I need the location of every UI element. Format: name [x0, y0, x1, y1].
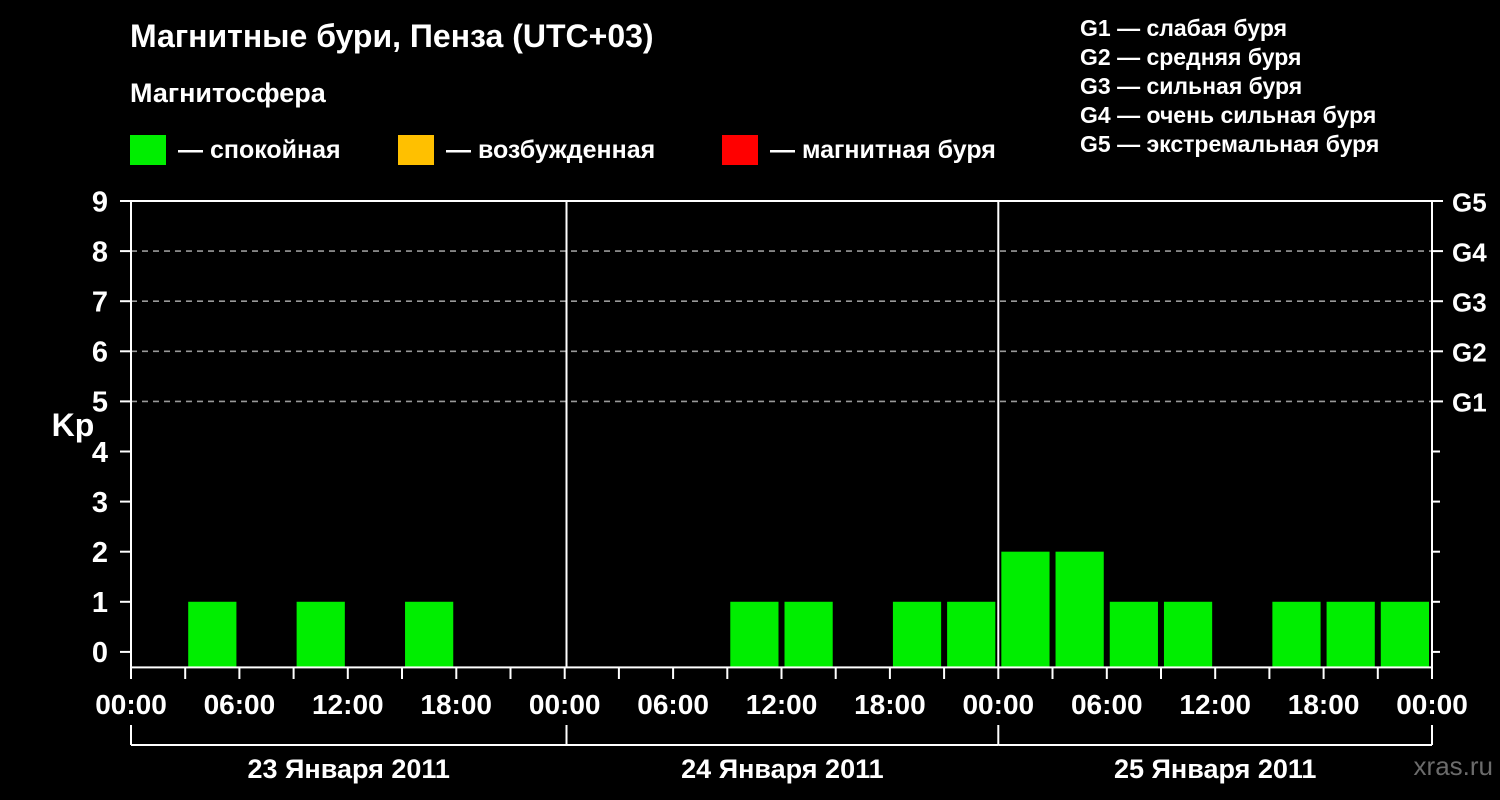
- svg-text:G1: G1: [1452, 388, 1487, 418]
- svg-text:18:00: 18:00: [420, 689, 492, 720]
- svg-text:2: 2: [92, 537, 108, 569]
- svg-text:12:00: 12:00: [312, 689, 384, 720]
- svg-text:12:00: 12:00: [1179, 689, 1251, 720]
- svg-text:24 Января 2011: 24 Января 2011: [681, 754, 883, 784]
- svg-text:25 Января 2011: 25 Января 2011: [1114, 754, 1316, 784]
- svg-text:Kp: Kp: [52, 407, 95, 443]
- svg-text:18:00: 18:00: [854, 689, 926, 720]
- svg-text:G4: G4: [1452, 237, 1487, 267]
- svg-text:9: 9: [92, 186, 108, 218]
- svg-text:06:00: 06:00: [637, 689, 709, 720]
- svg-text:G2: G2: [1452, 338, 1487, 368]
- svg-text:00:00: 00:00: [1396, 689, 1468, 720]
- svg-text:00:00: 00:00: [95, 689, 167, 720]
- svg-text:12:00: 12:00: [746, 689, 818, 720]
- svg-text:8: 8: [92, 236, 108, 268]
- svg-text:1: 1: [92, 587, 108, 619]
- svg-text:06:00: 06:00: [1071, 689, 1143, 720]
- svg-text:6: 6: [92, 337, 108, 369]
- svg-text:0: 0: [92, 637, 108, 669]
- svg-text:7: 7: [92, 287, 108, 319]
- svg-text:23 Января 2011: 23 Января 2011: [247, 754, 449, 784]
- svg-text:06:00: 06:00: [204, 689, 276, 720]
- svg-text:3: 3: [92, 487, 108, 519]
- svg-text:18:00: 18:00: [1288, 689, 1360, 720]
- svg-text:00:00: 00:00: [529, 689, 601, 720]
- svg-text:00:00: 00:00: [962, 689, 1034, 720]
- svg-text:G3: G3: [1452, 288, 1487, 318]
- svg-text:xras.ru: xras.ru: [1414, 751, 1493, 781]
- svg-text:G5: G5: [1452, 187, 1487, 217]
